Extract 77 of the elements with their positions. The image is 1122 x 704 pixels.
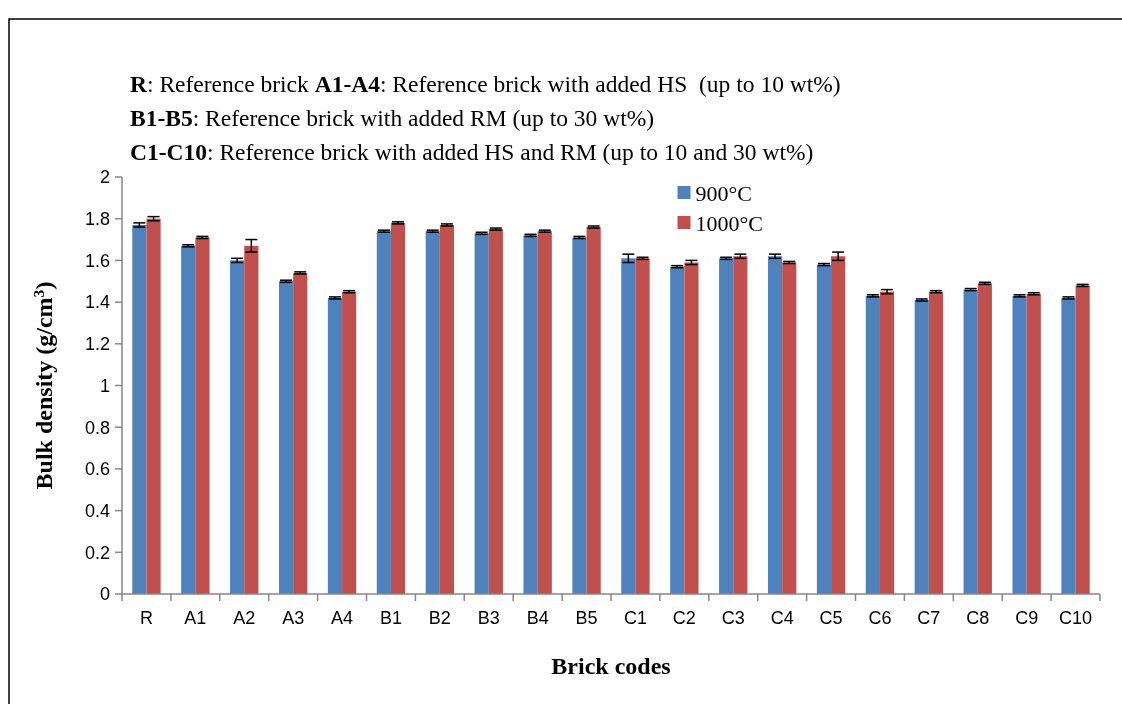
bar	[146, 218, 161, 594]
y-tick-label: 1	[99, 375, 110, 396]
y-tick-label: 1.4	[84, 292, 110, 313]
bar	[537, 231, 552, 594]
x-tick-label: B2	[428, 608, 451, 628]
text: C1-C10: Reference brick with added HS and RM (up to 10 and 30 wt%)	[130, 139, 814, 165]
bar	[831, 256, 846, 594]
bar	[635, 258, 650, 594]
bar	[733, 256, 748, 594]
bar	[977, 283, 992, 594]
bar	[523, 235, 538, 594]
legend-label: 900°C	[695, 180, 752, 206]
bar	[244, 245, 259, 594]
bar	[474, 233, 489, 594]
bar	[195, 237, 210, 594]
bar	[865, 295, 880, 594]
x-tick-label: C4	[770, 608, 794, 628]
bar	[963, 289, 978, 594]
y-tick-label: 0.4	[84, 500, 110, 521]
x-tick-label: B4	[526, 608, 549, 628]
bar	[425, 231, 440, 594]
bar	[1061, 297, 1076, 594]
x-tick-label: C5	[819, 608, 843, 628]
x-tick-label: C6	[868, 608, 892, 628]
x-tick-label: R	[139, 608, 153, 628]
y-tick-label: 1.6	[84, 250, 110, 271]
x-tick-label: C3	[721, 608, 745, 628]
bar	[132, 224, 147, 594]
bar	[327, 297, 343, 594]
bar	[181, 245, 196, 594]
x-tick-label: B5	[575, 608, 598, 628]
bar	[342, 291, 357, 594]
y-tick-label: 0.6	[84, 459, 110, 480]
x-tick-label: C1	[623, 608, 647, 628]
bar	[1026, 293, 1041, 594]
legend-label: 1000°C	[695, 210, 763, 236]
x-tick-label: A4	[331, 608, 354, 628]
x-tick-label: C2	[672, 608, 696, 628]
y-tick-label: 1.2	[84, 334, 110, 355]
bar	[376, 231, 391, 594]
bar	[1075, 285, 1090, 594]
bar	[914, 300, 929, 594]
bar	[230, 260, 245, 594]
bar	[621, 258, 636, 594]
y-tick-label: 0.8	[84, 417, 110, 438]
x-tick-label: A3	[282, 608, 305, 628]
x-tick-label: B3	[477, 608, 500, 628]
bar	[767, 256, 783, 594]
x-tick-label: A1	[184, 608, 207, 628]
y-tick-label: 0	[99, 584, 110, 605]
y-tick-label: 2	[99, 167, 110, 188]
bar	[293, 272, 308, 594]
x-tick-label: C7	[917, 608, 941, 628]
y-tick-label: 1.8	[84, 209, 110, 229]
bar	[670, 266, 685, 594]
x-tick-label: C10	[1059, 608, 1093, 628]
bar	[684, 262, 699, 594]
bar	[719, 258, 734, 594]
bar	[782, 262, 797, 594]
x-tick-label: C8	[966, 608, 990, 628]
bar	[488, 229, 503, 594]
bar	[1012, 295, 1027, 594]
x-tick-label: A2	[233, 608, 256, 628]
text: B1-B5: Reference brick with added RM (up to 30 wt%)	[130, 105, 655, 131]
x-tick-label: C9	[1015, 608, 1039, 628]
x-tick-label: B1	[379, 608, 402, 628]
text: R: Reference brick A1-A4: Reference brick with added HS (up to 10 wt%)	[130, 71, 841, 97]
bar	[439, 224, 455, 594]
bar	[928, 291, 944, 594]
bar	[879, 291, 895, 594]
bar	[586, 227, 601, 594]
bar	[278, 281, 294, 594]
bar	[390, 222, 406, 594]
bar	[816, 264, 832, 594]
x-axis-title: Brick codes	[551, 653, 671, 679]
bar	[572, 237, 587, 594]
y-tick-label: 0.2	[84, 542, 110, 563]
